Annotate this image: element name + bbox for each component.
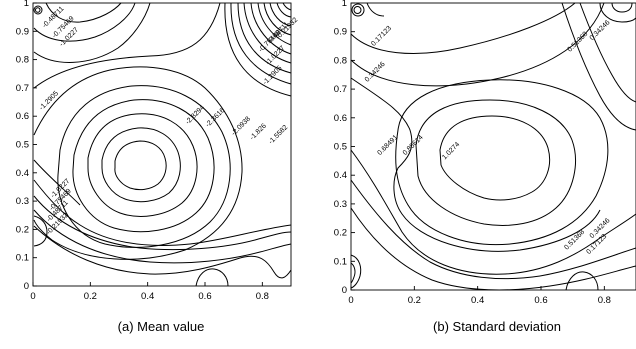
- y-tick-label: 0.5: [16, 140, 29, 151]
- contour-label: -2.0938: [230, 116, 252, 138]
- contour-label: -1.5582: [268, 124, 290, 146]
- contour-label: -1.826: [249, 123, 268, 142]
- x-tick-label: 0: [30, 291, 35, 302]
- x-tick-label: 0: [348, 295, 353, 306]
- y-tick-label: 0.4: [334, 170, 347, 181]
- contour-label: 0.85614: [402, 134, 425, 157]
- x-axis-ticks: 0 0.2 0.4 0.6 0.8: [30, 282, 269, 302]
- y-tick-label: 0.3: [334, 199, 347, 210]
- contour-label: -1.2905: [262, 65, 284, 87]
- contour-label: 0.51368: [567, 31, 590, 54]
- y-tick-label: 0.8: [16, 55, 29, 66]
- caption-standard-deviation: (b) Standard deviation: [433, 319, 561, 334]
- y-tick-label: 0.7: [16, 83, 29, 94]
- contour-lines: [350, 2, 636, 291]
- y-tick-label: 0: [24, 281, 29, 292]
- y-tick-label: 0.2: [16, 224, 29, 235]
- y-tick-label: 0.6: [16, 111, 29, 122]
- contour-label: -2.8294: [184, 104, 206, 126]
- y-tick-label: 1: [24, 0, 29, 9]
- y-tick-label: 0.6: [334, 113, 347, 124]
- contour-label: 1.0274: [441, 141, 461, 161]
- y-tick-label: 1: [342, 0, 347, 9]
- y-tick-label: 0: [342, 285, 347, 296]
- plot-frame: [32, 2, 292, 287]
- y-tick-label: 0.1: [334, 256, 347, 267]
- contour-label: -2.3616: [205, 107, 227, 129]
- y-tick-label: 0.4: [16, 168, 29, 179]
- y-tick-label: 0.9: [334, 27, 347, 38]
- x-tick-label: 0.4: [471, 295, 484, 306]
- y-tick-label: 0.7: [334, 84, 347, 95]
- x-tick-label: 0.4: [141, 291, 154, 302]
- y-tick-label: 0.5: [334, 142, 347, 153]
- x-tick-label: 0.2: [84, 291, 97, 302]
- contour-lines: [33, 2, 292, 287]
- contour-label: 0.17123: [370, 25, 393, 48]
- x-tick-label: 0.2: [408, 295, 421, 306]
- y-axis-ticks: 0 0.1 0.2 0.3 0.4 0.5 0.6 0.7 0.8 0.9 1: [16, 0, 37, 292]
- y-axis-ticks: 0 0.1 0.2 0.3 0.4 0.5 0.6 0.7 0.8 0.9 1: [334, 0, 355, 296]
- x-tick-label: 0.6: [198, 291, 211, 302]
- mean-value-panel: -0.48711-0.75469-1.0227-1.2905-0.21932-0…: [16, 0, 300, 334]
- contour-label: 0.51368: [563, 229, 586, 252]
- x-tick-label: 0.8: [598, 295, 611, 306]
- x-axis-ticks: 0 0.2 0.4 0.6 0.8: [348, 286, 611, 306]
- x-tick-label: 0.6: [534, 295, 547, 306]
- x-tick-label: 0.8: [256, 291, 269, 302]
- caption-mean-value: (a) Mean value: [118, 319, 205, 334]
- y-tick-label: 0.2: [334, 228, 347, 239]
- y-tick-label: 0.3: [16, 196, 29, 207]
- y-tick-label: 0.9: [16, 26, 29, 37]
- contour-label: 0.34246: [589, 19, 612, 42]
- y-tick-label: 0.8: [334, 55, 347, 66]
- contour-labels: -0.48711-0.75469-1.0227-1.2905-0.21932-0…: [38, 5, 299, 236]
- y-tick-label: 0.1: [16, 253, 29, 264]
